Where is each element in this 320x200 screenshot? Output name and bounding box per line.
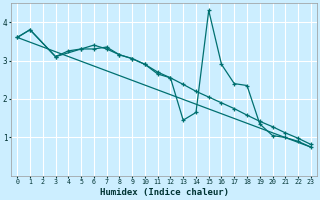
X-axis label: Humidex (Indice chaleur): Humidex (Indice chaleur) [100,188,228,197]
